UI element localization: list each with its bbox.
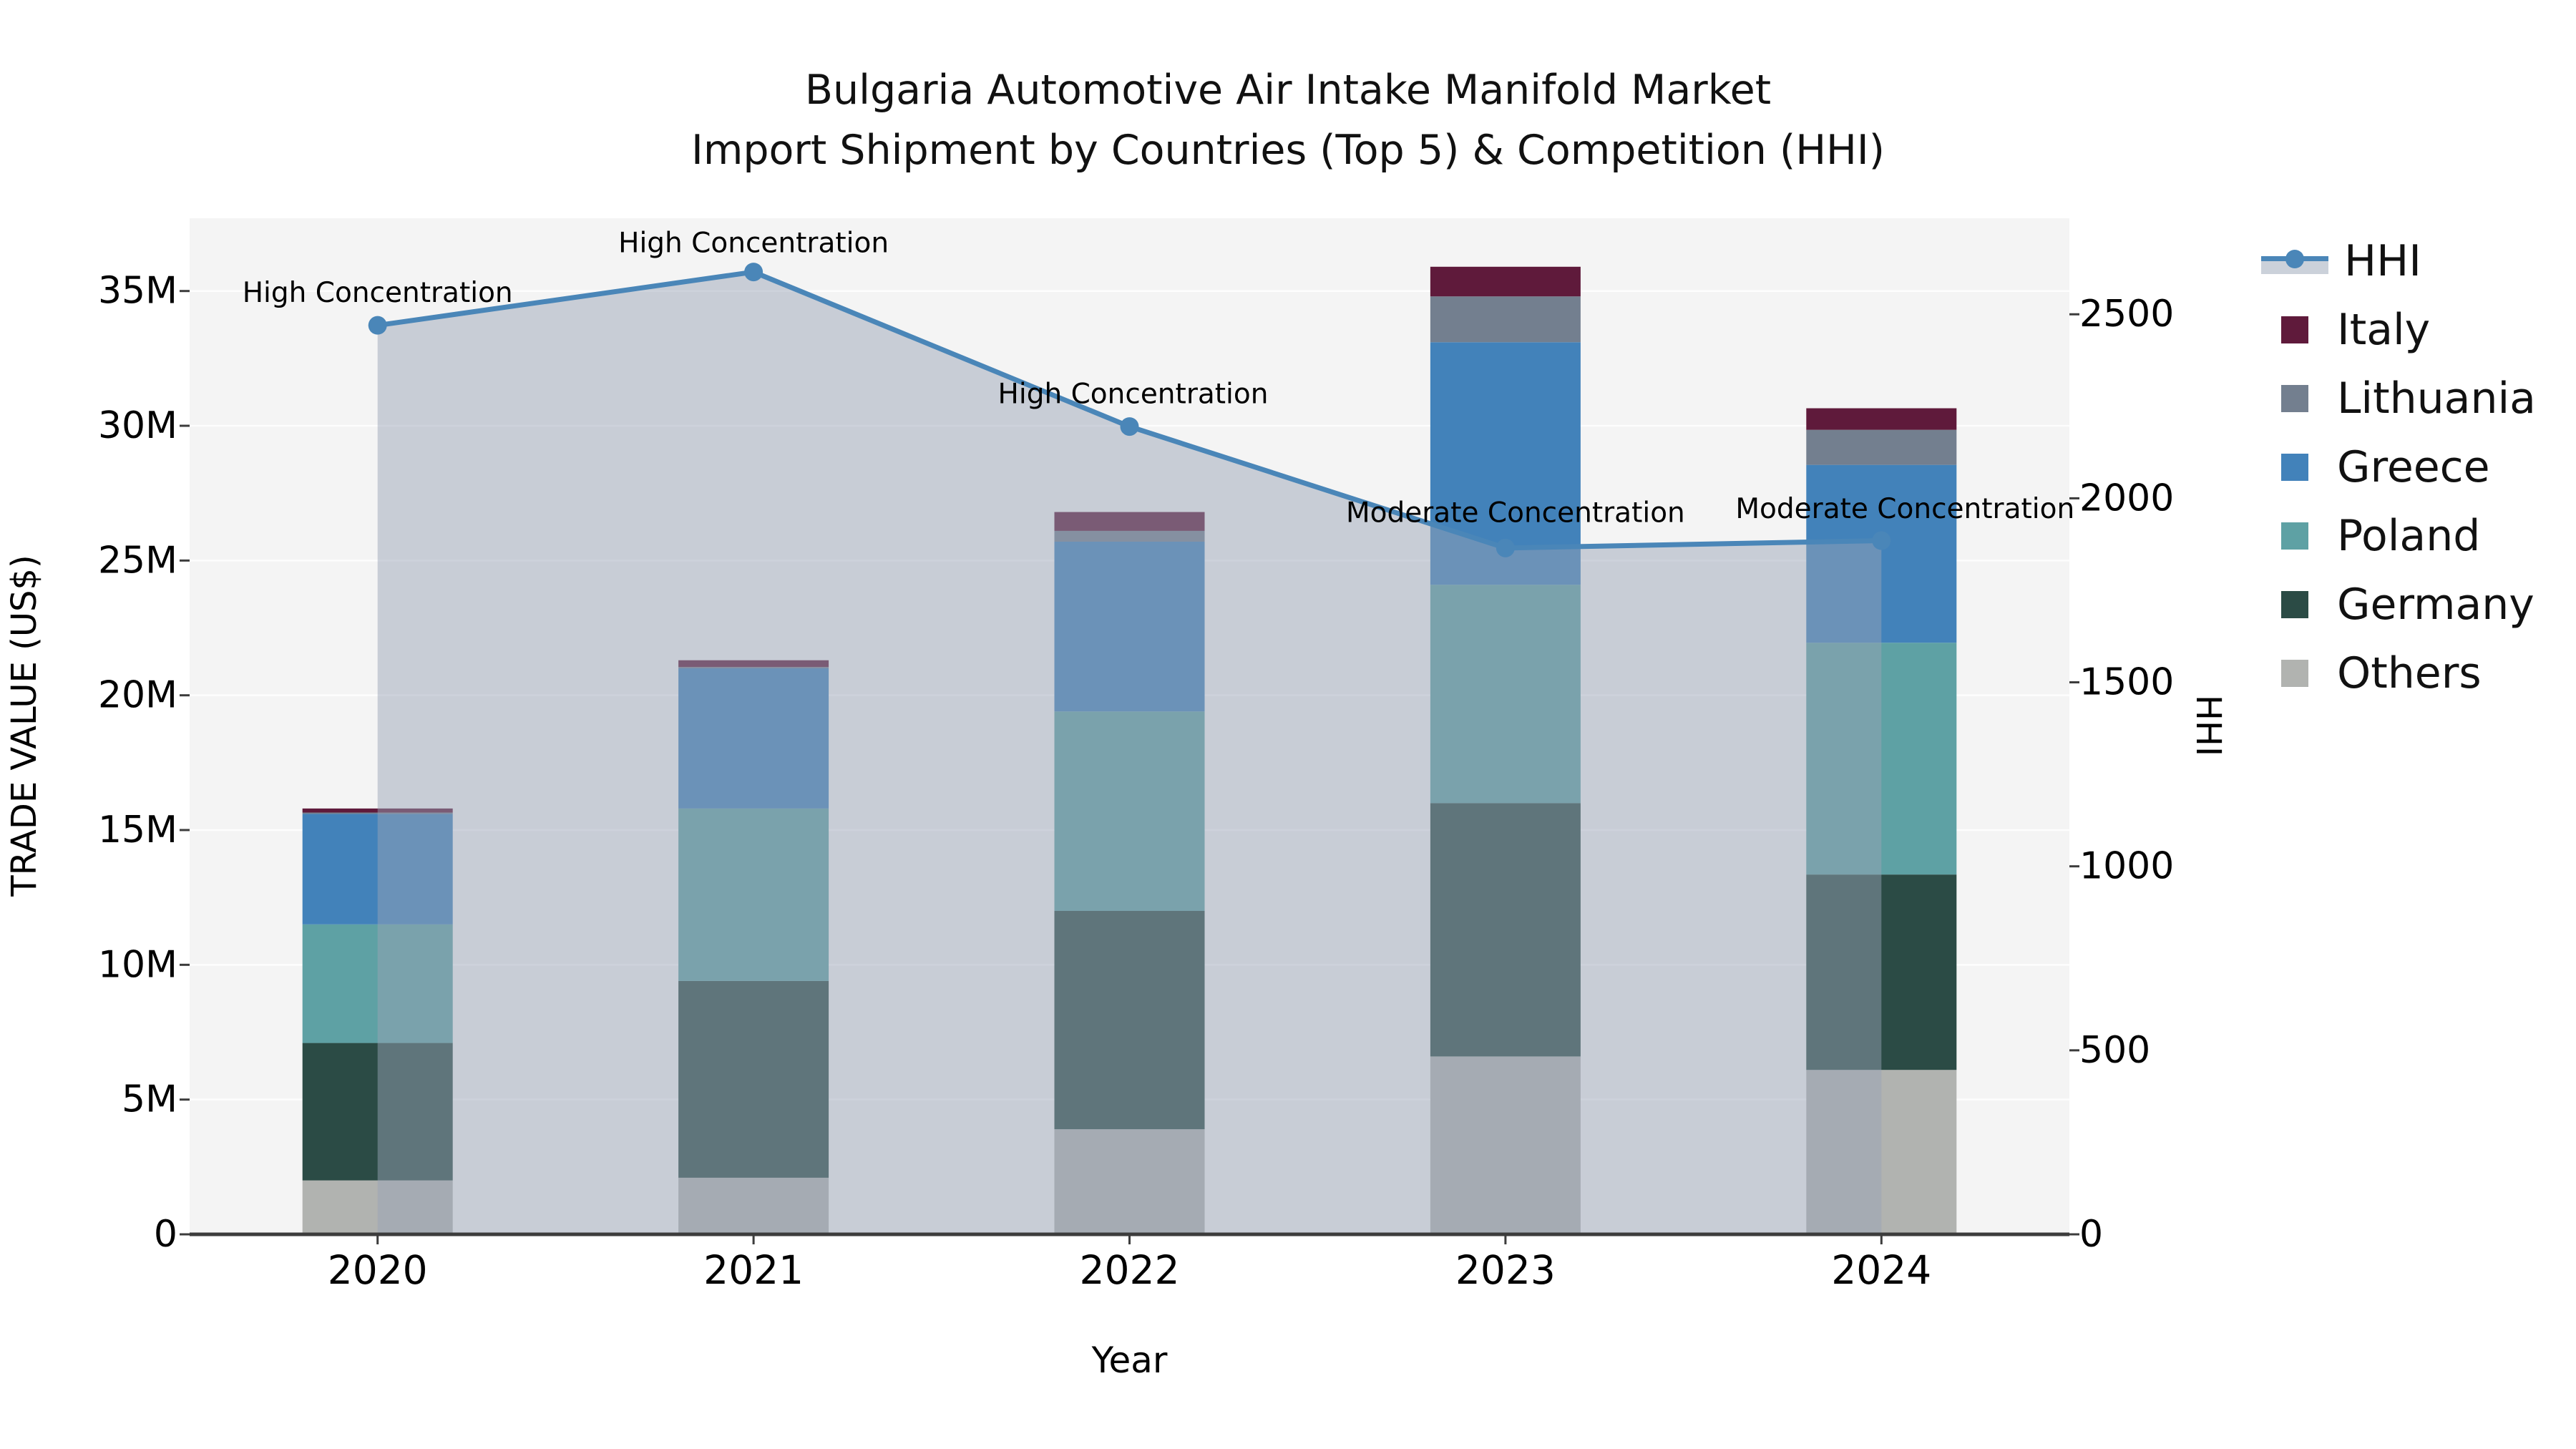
- right-tick-label: 500: [2079, 1029, 2150, 1072]
- hhi-marker-swatch: [2285, 250, 2304, 268]
- left-tick-label: 20M: [98, 674, 177, 717]
- x-tick-label-2023: 2023: [1455, 1247, 1556, 1293]
- legend-item-germany: Germany: [2261, 570, 2536, 639]
- bar-segment-lithuania-2022: [1054, 530, 1205, 542]
- bar-segment-lithuania-2021: [678, 667, 829, 669]
- legend-swatch-lithuania: [2281, 385, 2308, 412]
- legend-swatch-germany: [2281, 591, 2308, 618]
- bar-segment-italy-2024: [1806, 408, 1957, 430]
- left-tick-label: 35M: [98, 270, 177, 313]
- bar-segment-greece-2021: [678, 668, 829, 809]
- legend: HHI Italy Lithuania Greece Poland Germany Othe…: [2261, 227, 2536, 708]
- x-tick-label-2024: 2024: [1831, 1247, 1931, 1293]
- legend-item-others: Others: [2261, 639, 2536, 708]
- bar-segment-germany-2020: [302, 1043, 453, 1181]
- bar-segment-others-2024: [1806, 1070, 1957, 1234]
- x-tick-label-2020: 2020: [328, 1247, 428, 1293]
- legend-swatch-others: [2281, 660, 2308, 687]
- hhi-legend-sample-icon: [2261, 245, 2328, 277]
- bar-segment-poland-2022: [1054, 711, 1205, 912]
- bar-segment-lithuania-2023: [1430, 296, 1581, 343]
- legend-label: Germany: [2337, 580, 2534, 630]
- y-axis-label-right: HHI: [2188, 694, 2228, 757]
- right-tick-label: 2500: [2079, 293, 2174, 336]
- hhi-area-fill: [377, 272, 1882, 1234]
- hhi-marker-2021: [744, 263, 763, 282]
- bar-segment-others-2022: [1054, 1129, 1205, 1234]
- bar-segment-poland-2021: [678, 808, 829, 981]
- right-tick-label: 2000: [2079, 477, 2174, 519]
- left-tick-label: 15M: [98, 809, 177, 852]
- bar-segment-lithuania-2020: [302, 812, 453, 814]
- legend-swatch-italy: [2281, 316, 2308, 343]
- bar-segment-greece-2022: [1054, 541, 1205, 712]
- bar-segment-others-2021: [678, 1177, 829, 1234]
- hhi-marker-2023: [1496, 538, 1515, 557]
- left-tick-label: 0: [154, 1213, 177, 1256]
- bar-segment-italy-2022: [1054, 512, 1205, 531]
- chart-title-line1: Bulgaria Automotive Air Intake Manifold …: [804, 67, 1772, 114]
- bar-segment-germany-2023: [1430, 803, 1581, 1057]
- bar-segment-greece-2020: [302, 814, 453, 924]
- x-tick-label-2022: 2022: [1080, 1247, 1180, 1293]
- bar-segment-others-2020: [302, 1180, 453, 1234]
- bar-segment-poland-2024: [1806, 643, 1957, 875]
- legend-item-italy: Italy: [2261, 296, 2536, 364]
- left-tick-label: 10M: [98, 943, 177, 986]
- x-tick-label-2021: 2021: [703, 1247, 804, 1293]
- hhi-marker-2022: [1120, 417, 1139, 436]
- annotation-2020: High Concentration: [243, 277, 513, 309]
- legend-item-lithuania: Lithuania: [2261, 364, 2536, 433]
- bar-segment-italy-2020: [302, 808, 453, 813]
- legend-label: Italy: [2337, 305, 2431, 355]
- left-tick-label: 5M: [122, 1078, 177, 1121]
- annotation-2023: Moderate Concentration: [1346, 497, 1685, 529]
- annotation-2022: High Concentration: [998, 379, 1269, 411]
- legend-swatch-poland: [2281, 522, 2308, 550]
- hhi-marker-2020: [368, 316, 387, 335]
- chart-title-line2: Import Shipment by Countries (Top 5) & C…: [691, 127, 1885, 174]
- legend-item-poland: Poland: [2261, 502, 2536, 570]
- right-tick-label: 0: [2079, 1213, 2103, 1256]
- left-tick-label: 30M: [98, 404, 177, 447]
- legend-label: HHI: [2344, 236, 2421, 286]
- x-axis-label: Year: [1091, 1340, 1168, 1381]
- bar-segment-greece-2024: [1806, 464, 1957, 643]
- bar-segment-italy-2023: [1430, 266, 1581, 297]
- bar-segment-germany-2024: [1806, 874, 1957, 1070]
- legend-label: Greece: [2337, 442, 2490, 492]
- right-tick-label: 1500: [2079, 661, 2174, 704]
- legend-label: Others: [2337, 648, 2482, 698]
- annotation-2021: High Concentration: [618, 228, 889, 260]
- annotation-2024: Moderate Concentration: [1735, 493, 2074, 525]
- bar-segment-poland-2020: [302, 924, 453, 1043]
- bar-segment-germany-2022: [1054, 911, 1205, 1130]
- chart-title: Bulgaria Automotive Air Intake Manifold …: [0, 60, 2576, 180]
- right-tick-label: 1000: [2079, 845, 2174, 888]
- legend-label: Poland: [2337, 511, 2481, 561]
- bar-segment-poland-2023: [1430, 585, 1581, 804]
- bar-segment-lithuania-2024: [1806, 429, 1957, 465]
- left-tick-label: 25M: [98, 539, 177, 582]
- bar-segment-others-2023: [1430, 1056, 1581, 1234]
- hhi-marker-2024: [1872, 531, 1891, 550]
- bar-segment-germany-2021: [678, 980, 829, 1178]
- legend-label: Lithuania: [2337, 374, 2536, 424]
- y-axis-label-left: TRADE VALUE (US$): [4, 555, 44, 897]
- legend-swatch-greece: [2281, 454, 2308, 481]
- legend-item-hhi: HHI: [2261, 227, 2536, 296]
- legend-item-greece: Greece: [2261, 433, 2536, 502]
- bar-segment-italy-2021: [678, 660, 829, 668]
